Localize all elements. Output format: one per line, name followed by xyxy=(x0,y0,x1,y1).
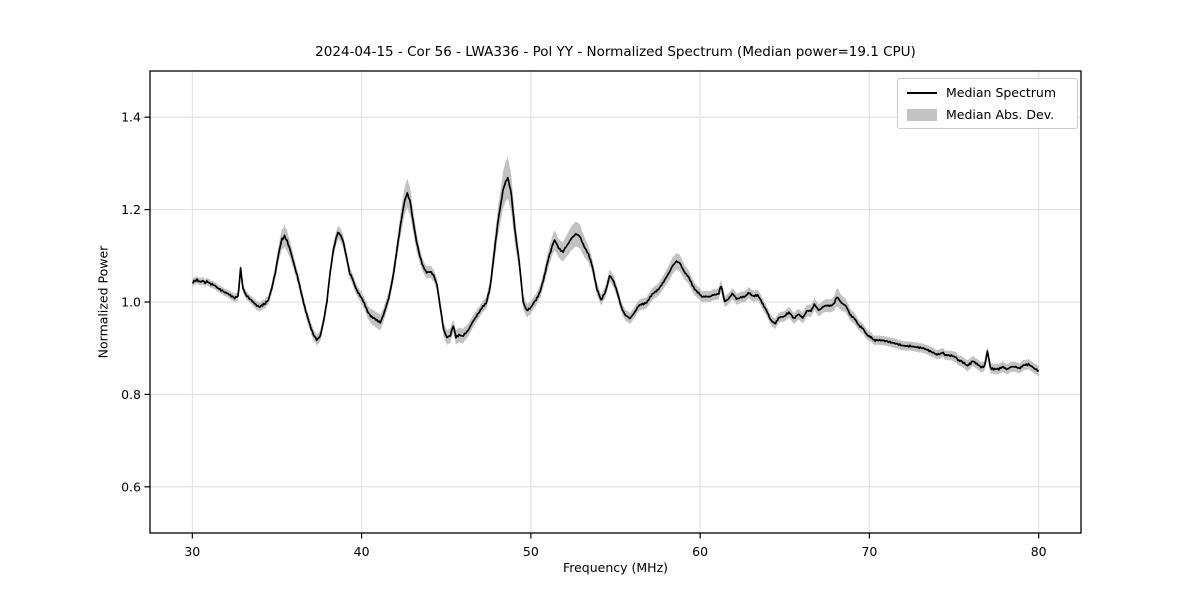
line-swatch-icon xyxy=(907,91,937,94)
y-tick-label: 0.6 xyxy=(121,479,141,494)
median-spectrum-line xyxy=(191,176,1040,372)
y-tick-label: 1.4 xyxy=(121,110,141,125)
legend: Median Spectrum Median Abs. Dev. xyxy=(897,78,1078,129)
x-tick-label: 50 xyxy=(523,544,539,559)
x-tick-label: 40 xyxy=(354,544,370,559)
mad-band xyxy=(192,156,1039,377)
y-tick-label: 1.0 xyxy=(121,295,141,310)
legend-label-mad: Median Abs. Dev. xyxy=(946,107,1055,122)
chart-title: 2024-04-15 - Cor 56 - LWA336 - Pol YY - … xyxy=(315,44,916,60)
y-tick-label: 0.8 xyxy=(121,387,141,402)
legend-item-mad: Median Abs. Dev. xyxy=(907,106,1068,123)
patch-swatch-icon xyxy=(907,108,937,121)
y-tick-label: 1.2 xyxy=(121,202,141,217)
y-axis-label: Normalized Power xyxy=(95,245,111,359)
x-tick-label: 60 xyxy=(692,544,708,559)
x-tick-label: 30 xyxy=(184,544,200,559)
x-axis-label: Frequency (MHz) xyxy=(562,560,669,575)
x-tick-label: 80 xyxy=(1031,544,1047,559)
legend-label-median-spectrum: Median Spectrum xyxy=(946,85,1057,100)
legend-item-median-spectrum: Median Spectrum xyxy=(907,84,1068,101)
x-tick-label: 70 xyxy=(861,544,877,559)
